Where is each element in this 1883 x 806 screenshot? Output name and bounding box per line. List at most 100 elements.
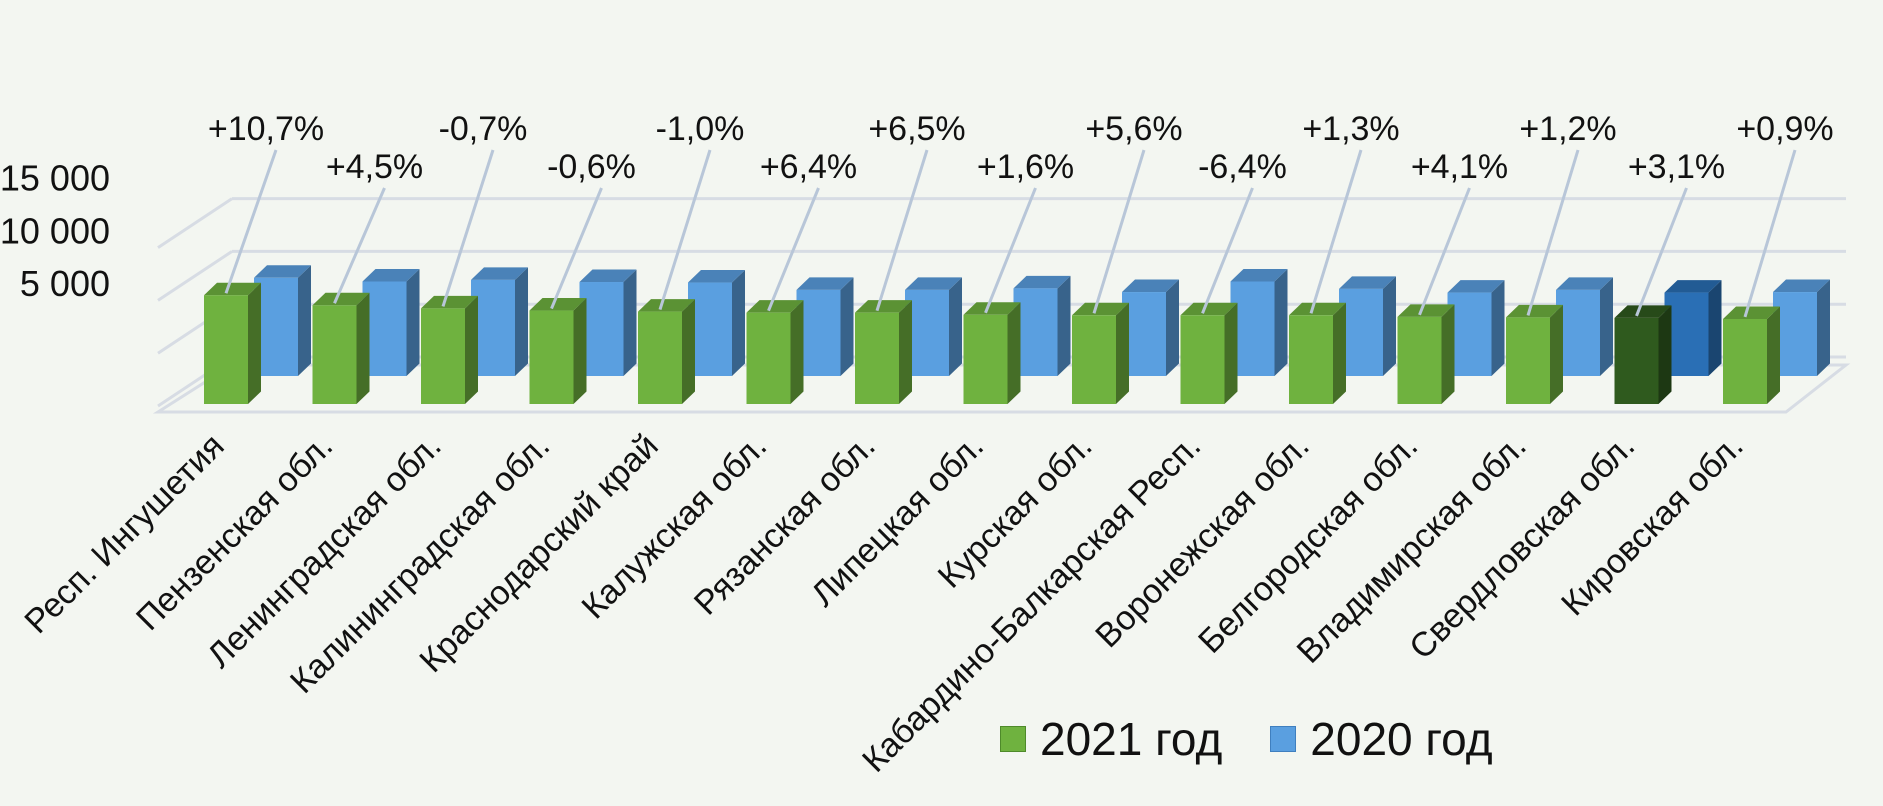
bar-2021-side bbox=[1550, 304, 1563, 404]
bar-2021-side bbox=[1224, 302, 1238, 404]
change-label: +1,6% bbox=[977, 148, 1074, 186]
bar-2021 bbox=[963, 302, 1021, 404]
change-label: +6,5% bbox=[868, 110, 965, 148]
x-tick-label: Пензенская обл. bbox=[129, 427, 340, 638]
bar-2021-front bbox=[1723, 318, 1767, 404]
bar-2020-top bbox=[471, 267, 528, 280]
bar-2021-front bbox=[638, 311, 682, 404]
bar-2021-top bbox=[638, 299, 695, 312]
bar-2021-side bbox=[1116, 302, 1129, 404]
y-tick-label: 5 000 bbox=[20, 263, 110, 304]
leader-line bbox=[1309, 149, 1363, 314]
legend-swatch-2021 bbox=[1000, 726, 1026, 752]
bar-2021 bbox=[1072, 302, 1129, 404]
legend-swatch-2020 bbox=[1270, 726, 1297, 752]
bar-2020-front bbox=[579, 282, 624, 376]
bar-2020-front bbox=[362, 281, 407, 376]
bar-2020-front bbox=[688, 282, 732, 376]
bar-2021-front bbox=[1072, 315, 1116, 404]
change-label: -0,7% bbox=[439, 110, 528, 148]
bar-2021 bbox=[312, 292, 370, 404]
bar-2020-front bbox=[1773, 292, 1817, 376]
bar-2020-top bbox=[1773, 279, 1830, 293]
bar-2021-side bbox=[248, 282, 261, 404]
x-tick-label: Рязанская обл. bbox=[687, 427, 883, 623]
bar-2020-side bbox=[1166, 279, 1179, 376]
bar-2020-front bbox=[254, 277, 298, 376]
bar-2021-side bbox=[790, 300, 804, 404]
bar-2020-top bbox=[362, 268, 420, 282]
bar-2021 bbox=[1506, 304, 1563, 404]
change-label: +10,7% bbox=[208, 110, 324, 148]
bar-2020-front bbox=[796, 289, 841, 376]
bar-2020-side bbox=[623, 269, 637, 376]
bar-2020-front bbox=[1447, 292, 1492, 376]
bar-2020-side bbox=[515, 267, 528, 376]
bar-2020 bbox=[471, 267, 528, 376]
bar-2020-side bbox=[1708, 280, 1722, 376]
bar-2021 bbox=[1614, 305, 1672, 404]
leader-line bbox=[550, 187, 603, 310]
bar-2020-side bbox=[840, 277, 854, 376]
bar-2020-top bbox=[1122, 279, 1179, 293]
leader-line bbox=[984, 187, 1037, 314]
bars bbox=[204, 265, 1830, 404]
bar-2021-top bbox=[746, 300, 804, 313]
bar-2020-top bbox=[579, 269, 637, 283]
bar-2021-side bbox=[1333, 302, 1346, 404]
bar-2021-top bbox=[1614, 305, 1672, 318]
gridline-diagonal bbox=[157, 250, 233, 302]
bar-2021 bbox=[421, 295, 478, 404]
legend-label-2021: 2021 год bbox=[1040, 713, 1223, 765]
bar-2020-top bbox=[1664, 280, 1722, 293]
legend-item-2020: 2020 год bbox=[1270, 712, 1493, 766]
bar-2021-side bbox=[1658, 305, 1672, 404]
bar-2020-front bbox=[905, 289, 949, 376]
bar-2021 bbox=[746, 300, 804, 404]
bar-2020-top bbox=[1013, 275, 1071, 289]
bar-2021-top bbox=[1397, 304, 1455, 317]
bar-2020 bbox=[1773, 279, 1830, 376]
bar-2021-top bbox=[1180, 302, 1238, 316]
x-tick-label: Респ. Ингушетия bbox=[17, 427, 231, 641]
leader-line bbox=[333, 187, 386, 304]
bar-2021-top bbox=[1506, 304, 1563, 318]
bar-2021 bbox=[1289, 302, 1346, 404]
leader-line bbox=[441, 149, 495, 307]
bar-2020-side bbox=[1383, 276, 1396, 376]
bar-2021-front bbox=[855, 312, 899, 404]
bar-2021-front bbox=[746, 312, 791, 404]
bar-2020-top bbox=[254, 265, 311, 278]
bar-2021-front bbox=[1397, 316, 1442, 404]
leader-line bbox=[1092, 149, 1146, 314]
bar-2020-side bbox=[1600, 277, 1613, 376]
leader-line bbox=[875, 149, 929, 312]
bar-2020 bbox=[254, 265, 311, 376]
bar-2021-front bbox=[529, 310, 574, 404]
bar-2021-front bbox=[1614, 317, 1659, 404]
bar-2020-top bbox=[1447, 280, 1505, 293]
bar-2021 bbox=[1397, 304, 1455, 404]
bar-2020 bbox=[688, 270, 745, 376]
bar-2020 bbox=[1230, 268, 1288, 376]
bar-2020-front bbox=[1556, 289, 1600, 376]
bar-2021-side bbox=[356, 292, 370, 404]
y-axis-ticks: 5 000 10 000 15 000 bbox=[0, 158, 110, 305]
change-label: -1,0% bbox=[656, 110, 745, 148]
bar-2020-front bbox=[1339, 288, 1383, 376]
legend-item-2021: 2021 год bbox=[1000, 712, 1222, 766]
change-label: -6,4% bbox=[1198, 148, 1287, 186]
change-label: +1,3% bbox=[1302, 110, 1399, 148]
bar-2020 bbox=[1013, 275, 1071, 376]
x-tick-label: Калужская обл. bbox=[575, 427, 775, 627]
bar-2021-top bbox=[1289, 302, 1346, 316]
bar-2021-front bbox=[963, 314, 1008, 404]
bar-2021-front bbox=[421, 308, 465, 404]
bar-2021-top bbox=[529, 298, 587, 311]
x-tick-label: Воронежская обл. bbox=[1088, 427, 1316, 655]
leader-line bbox=[1526, 149, 1580, 316]
bar-2021 bbox=[204, 282, 261, 404]
bar-2021-top bbox=[421, 295, 478, 309]
bar-2020-top bbox=[688, 270, 745, 283]
bar-2020 bbox=[1122, 279, 1179, 376]
